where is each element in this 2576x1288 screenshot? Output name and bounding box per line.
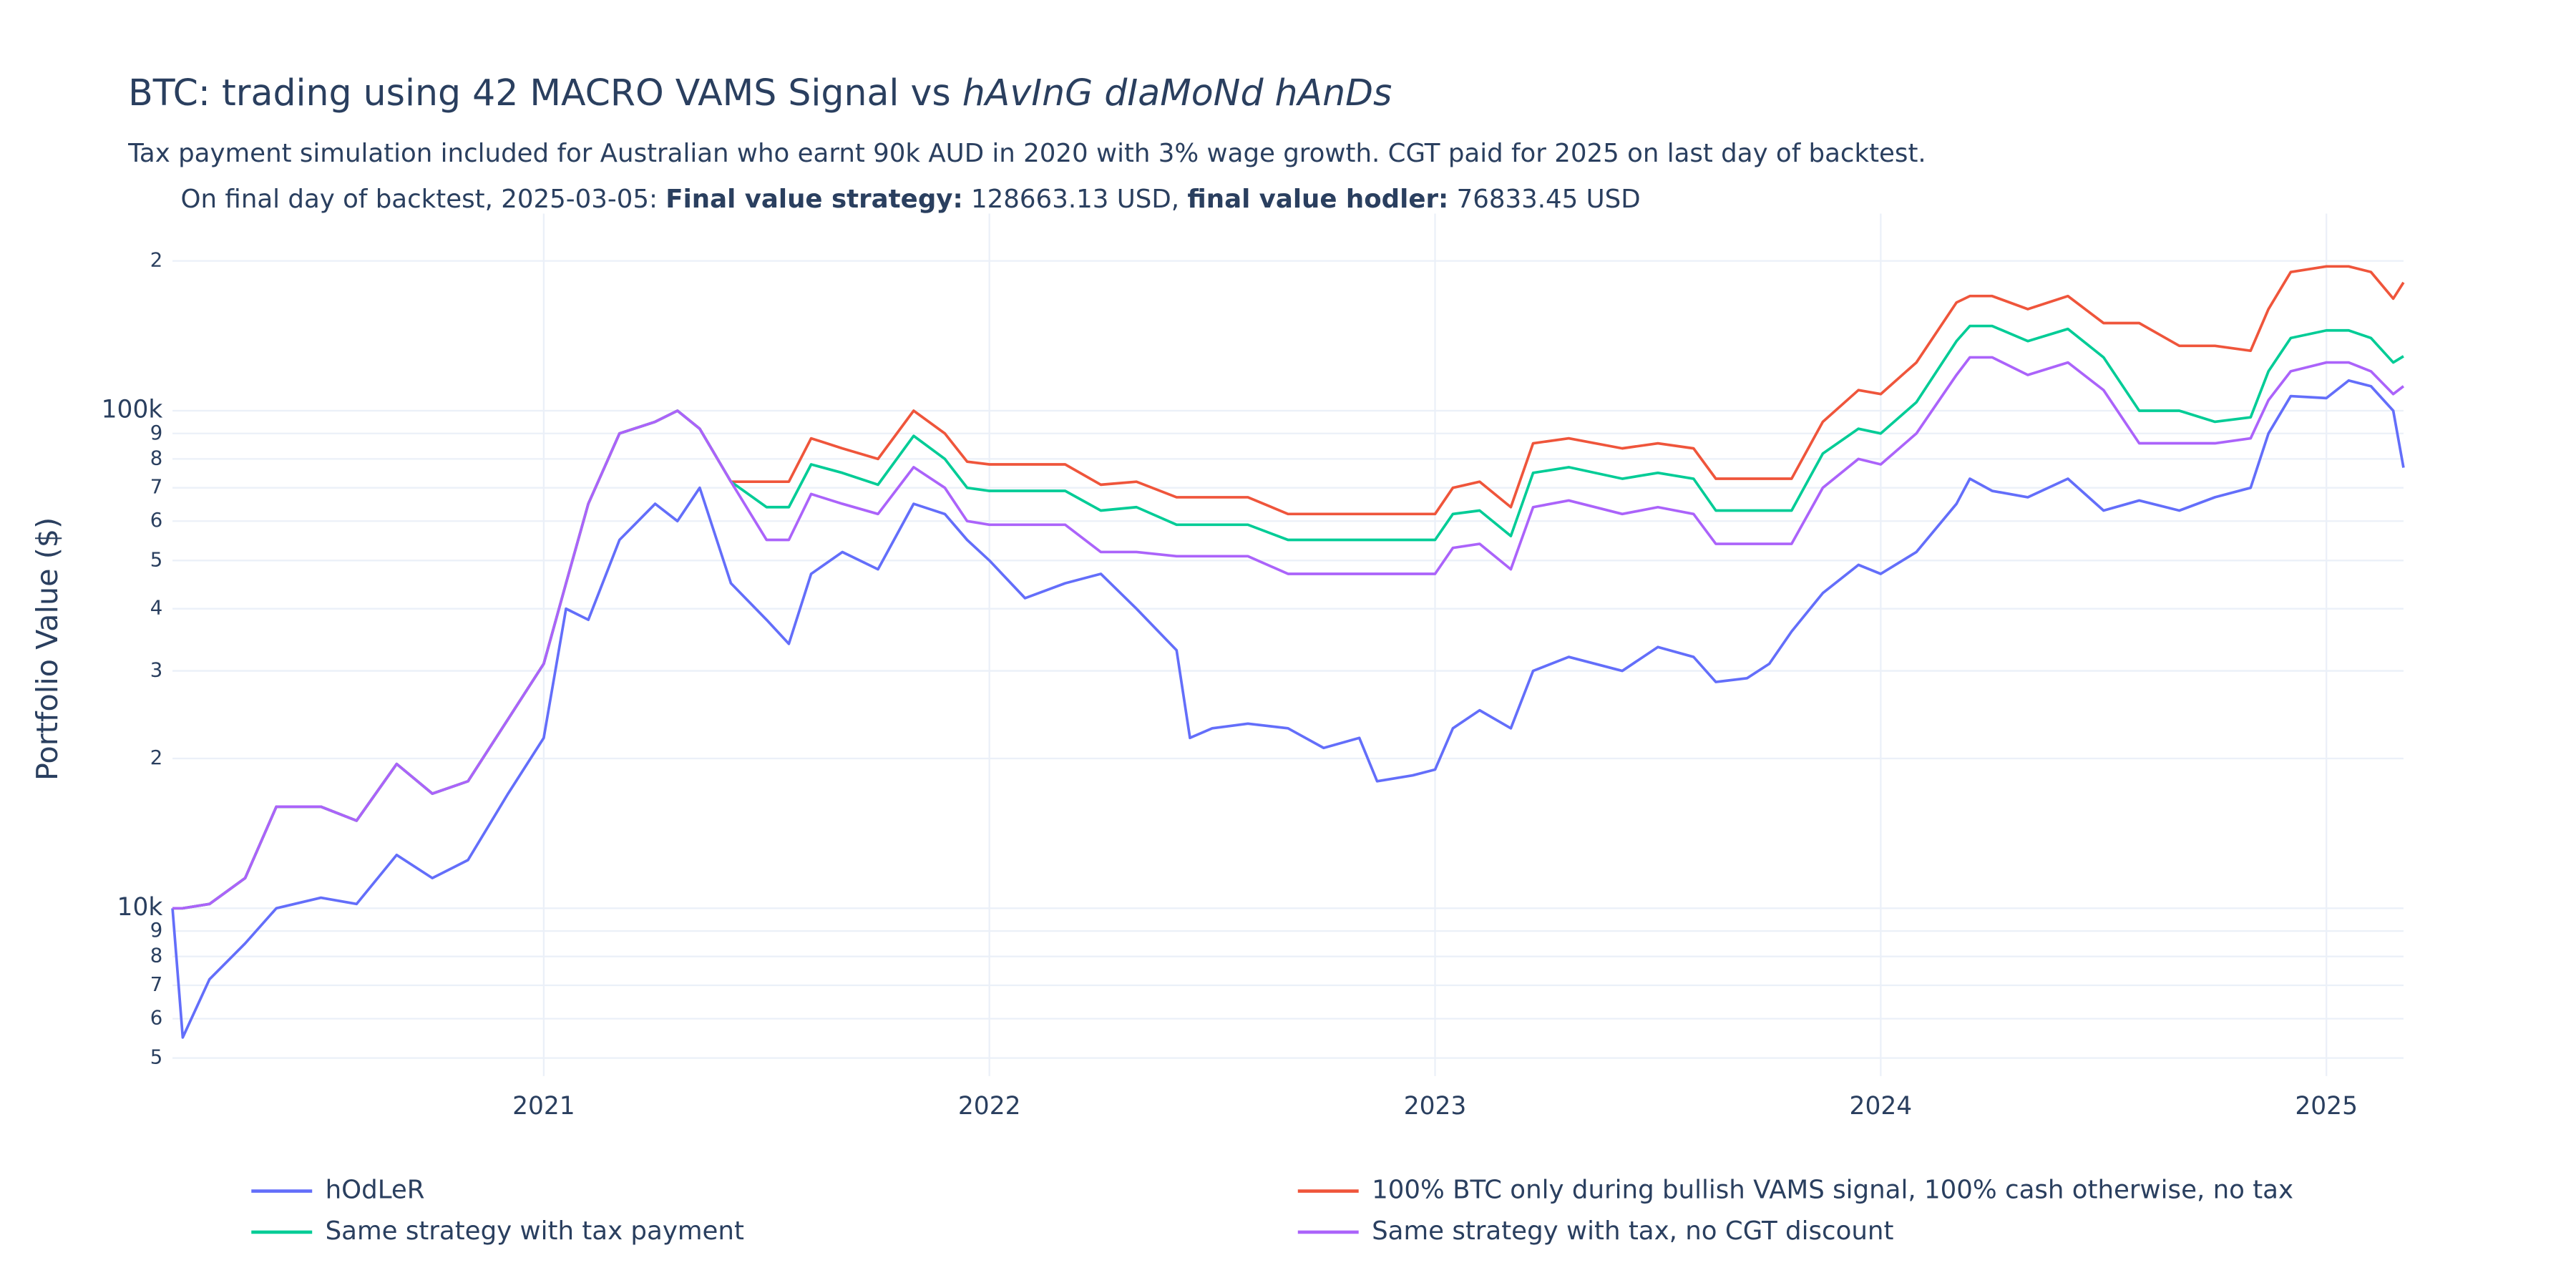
x-tick-label: 2023 <box>1404 1092 1467 1121</box>
y-axis-title: Portfolio Value ($) <box>30 517 64 781</box>
legend-label: Same strategy with tax, no CGT discount <box>1372 1216 1893 1246</box>
annotation-prefix: On final day of backtest, 2025-03-05: <box>181 185 658 214</box>
strategy-value: 128663.13 USD, <box>971 185 1179 214</box>
y-tick-label: 2 <box>150 249 163 272</box>
y-tick-label: 8 <box>150 945 163 967</box>
y-tick-label: 2 <box>150 746 163 769</box>
y-tick-label: 9 <box>150 421 163 444</box>
chart-title: BTC: trading using 42 MACRO VAMS Signal … <box>128 72 1392 114</box>
y-tick-label: 4 <box>150 597 163 620</box>
y-tick-label: 100k <box>102 395 163 424</box>
hodler-value: 76833.45 USD <box>1457 185 1641 214</box>
legend-label: Same strategy with tax payment <box>326 1216 744 1246</box>
x-tick-label: 2021 <box>512 1092 575 1121</box>
y-tick-label: 6 <box>150 1007 163 1030</box>
hodler-label: final value hodler: <box>1187 185 1448 214</box>
series-line <box>172 356 2405 910</box>
y-tick-label: 5 <box>150 548 163 571</box>
title-main: BTC: trading using 42 MACRO VAMS Signal … <box>128 72 951 114</box>
x-tick-label: 2025 <box>2295 1092 2358 1121</box>
series-line <box>171 379 2405 1039</box>
x-tick-label: 2024 <box>1850 1092 1913 1121</box>
legend-label: 100% BTC only during bullish VAMS signal… <box>1372 1176 2293 1205</box>
y-tick-label: 7 <box>150 973 163 996</box>
y-tick-label: 3 <box>150 659 163 682</box>
x-tick-label: 2022 <box>958 1092 1021 1121</box>
subtitle: Tax payment simulation included for Aust… <box>127 139 1926 168</box>
annotation: On final day of backtest, 2025-03-05: Fi… <box>181 185 1641 214</box>
y-tick-label: 5 <box>150 1046 163 1069</box>
y-tick-label: 6 <box>150 509 163 532</box>
y-tick-label: 8 <box>150 447 163 469</box>
y-tick-label: 7 <box>150 476 163 499</box>
legend-label: hOdLeR <box>326 1176 425 1205</box>
strategy-label: Final value strategy: <box>665 185 962 214</box>
y-tick-label: 9 <box>150 919 163 942</box>
title-italic: hAvInG dIaMoNd hAnDs <box>962 72 1392 114</box>
y-tick-label: 10k <box>117 893 163 922</box>
